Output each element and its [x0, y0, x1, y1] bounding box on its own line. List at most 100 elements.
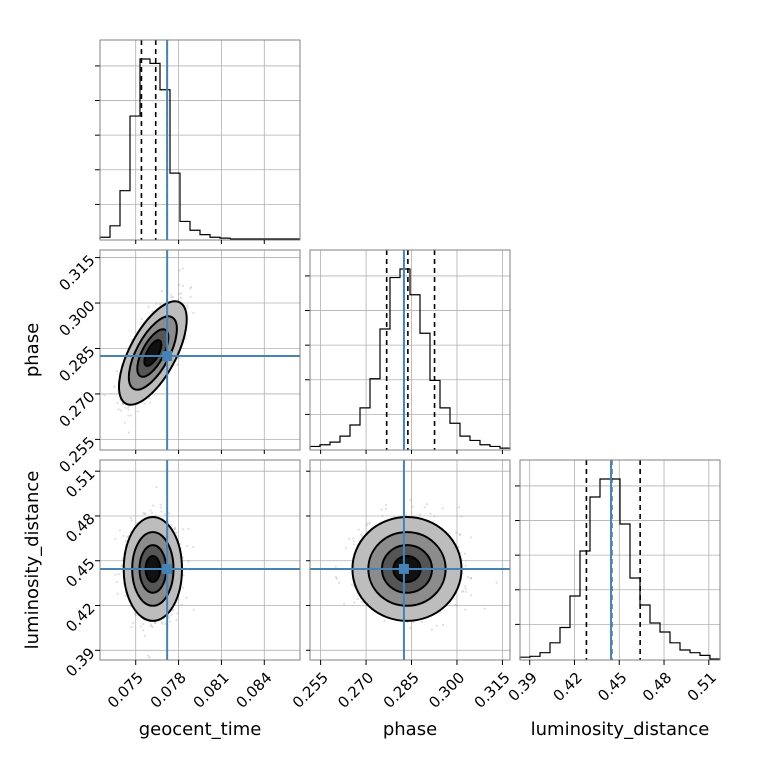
- sample-point: [176, 363, 179, 367]
- sample-point: [130, 625, 133, 629]
- sample-point: [127, 431, 131, 434]
- sample-point: [187, 560, 190, 563]
- sample-point: [114, 573, 117, 576]
- sample-point: [429, 512, 432, 515]
- sample-point: [353, 601, 356, 604]
- hist-geocent_time-frame: [99, 39, 301, 241]
- sample-point: [148, 656, 151, 659]
- sample-point: [360, 533, 363, 536]
- ytick-label-phase-0: 0.255: [55, 433, 98, 476]
- sample-point: [155, 486, 158, 489]
- sample-point: [117, 408, 120, 411]
- sample-point: [187, 527, 190, 530]
- sample-point: [176, 612, 179, 615]
- sample-point: [181, 586, 185, 589]
- sample-point: [127, 405, 130, 408]
- xtick-label-phase-2: 0.285: [380, 669, 423, 712]
- xtick-label-phase-0: 0.255: [289, 669, 332, 712]
- xtick-label-geocent_time-1: 0.078: [147, 669, 190, 712]
- sample-point: [189, 287, 192, 290]
- sample-point: [177, 357, 181, 360]
- sample-point: [131, 621, 135, 624]
- ylabel-luminosity_distance: luminosity_distance: [22, 471, 43, 650]
- sample-point: [179, 296, 183, 300]
- sample-point: [185, 544, 189, 548]
- sample-point: [180, 603, 184, 606]
- sample-point: [441, 623, 445, 626]
- sample-point: [103, 394, 106, 397]
- joint-phase_vs_geocent_time-contour-0: [117, 300, 188, 406]
- joint-phase_vs_geocent_time-frame: [99, 249, 301, 451]
- sample-point: [335, 577, 339, 580]
- joint-luminosity_distance_vs_geocent_time-frame: [99, 459, 301, 661]
- sample-point: [141, 623, 145, 626]
- joint-luminosity_distance_vs_phase-content: [310, 460, 510, 660]
- ytick-label-phase-3: 0.300: [55, 297, 98, 340]
- sample-point: [159, 506, 163, 509]
- sample-point: [113, 385, 116, 388]
- sample-point: [462, 590, 465, 593]
- joint-phase_vs_geocent_time-content: [100, 250, 300, 450]
- sample-point: [350, 583, 354, 586]
- ytick-label-phase-1: 0.270: [55, 388, 98, 431]
- sample-point: [380, 508, 383, 511]
- sample-point: [114, 537, 117, 540]
- sample-point: [420, 620, 424, 624]
- sample-point: [457, 545, 460, 549]
- sample-point: [334, 565, 337, 568]
- sample-point: [178, 283, 181, 287]
- sample-point: [147, 305, 150, 308]
- sample-point: [116, 370, 119, 373]
- xlabel-phase: phase: [383, 719, 437, 740]
- sample-point: [409, 499, 412, 502]
- sample-point: [185, 596, 188, 599]
- xlabel-geocent_time: geocent_time: [139, 719, 262, 740]
- sample-point: [155, 302, 158, 306]
- sample-point: [458, 533, 461, 536]
- sample-point: [116, 592, 119, 595]
- hist-panel-geocent_time: [95, 39, 301, 241]
- sample-point: [149, 401, 152, 404]
- sample-point: [161, 621, 164, 624]
- sample-point: [143, 513, 146, 516]
- hist-luminosity_distance-frame: [519, 459, 721, 661]
- xtick-label-luminosity_distance-2: 0.45: [594, 669, 630, 705]
- xtick-label-phase-1: 0.270: [334, 669, 377, 712]
- joint-luminosity_distance_vs_phase-frame: [309, 459, 511, 661]
- sample-point: [170, 295, 173, 299]
- sample-point: [129, 517, 132, 520]
- sample-point: [383, 619, 386, 622]
- sample-point: [117, 573, 120, 576]
- ytick-label-luminosity_distance-1: 0.42: [62, 599, 98, 635]
- sample-point: [192, 545, 195, 549]
- sample-point: [495, 581, 498, 584]
- xtick-label-geocent_time-3: 0.084: [232, 669, 275, 712]
- sample-point: [139, 625, 142, 628]
- sample-point: [352, 537, 355, 540]
- sample-point: [404, 514, 407, 517]
- sample-point: [384, 503, 388, 506]
- sample-point: [159, 302, 162, 306]
- joint-luminosity_distance_vs_geocent_time-content: [100, 460, 300, 660]
- sample-point: [455, 604, 459, 607]
- sample-point: [337, 581, 341, 585]
- sample-point: [177, 298, 180, 301]
- hist-phase-steps: [309, 268, 511, 449]
- ylabel-phase: phase: [22, 323, 43, 377]
- sample-point: [181, 284, 184, 287]
- sample-point: [150, 624, 153, 628]
- sample-point: [143, 402, 146, 405]
- sample-point: [384, 507, 388, 510]
- sample-point: [152, 504, 155, 507]
- sample-point: [124, 406, 127, 409]
- sample-point: [144, 512, 147, 515]
- xlabel-luminosity_distance: luminosity_distance: [531, 719, 710, 740]
- sample-point: [365, 524, 368, 527]
- xtick-label-luminosity_distance-4: 0.51: [684, 669, 720, 705]
- sample-point: [130, 519, 133, 522]
- sample-point: [469, 577, 473, 580]
- xtick-label-geocent_time-2: 0.081: [190, 669, 233, 712]
- sample-point: [173, 528, 176, 531]
- sample-point: [347, 537, 351, 540]
